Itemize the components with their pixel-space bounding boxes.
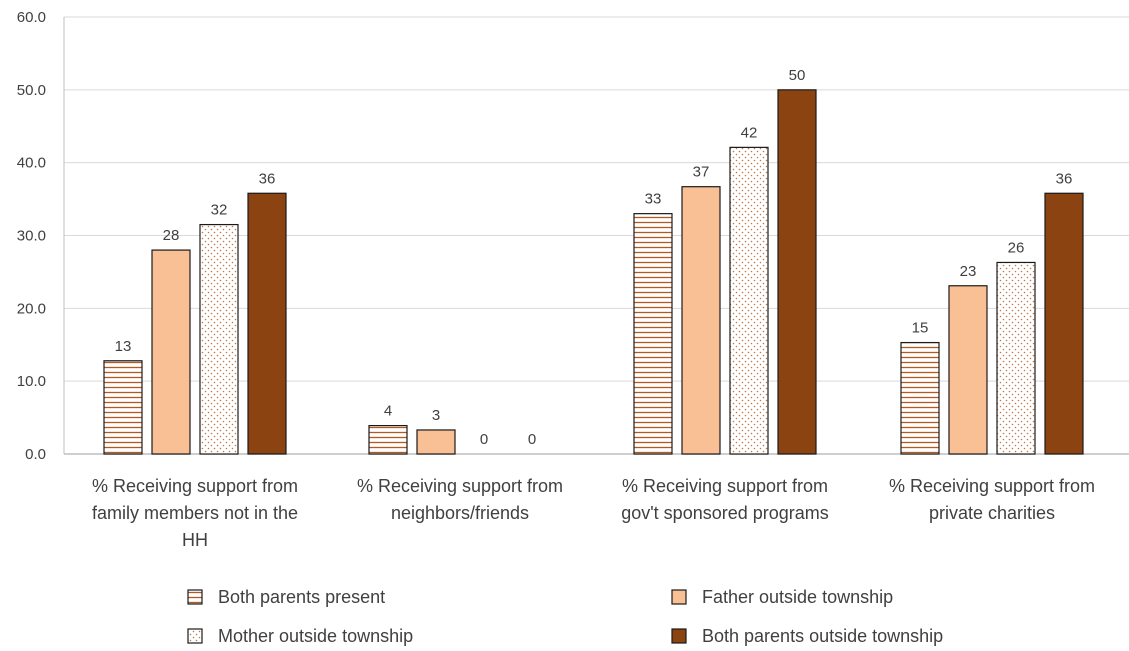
data-label: 28 — [163, 227, 180, 244]
data-label: 33 — [645, 191, 662, 208]
legend-swatch — [188, 590, 202, 604]
legend-item: Mother outside township — [188, 626, 413, 646]
x-category-label: % Receiving support from — [92, 476, 298, 496]
bar-mother-outside-township — [200, 225, 238, 454]
legend-swatch — [188, 629, 202, 643]
legend-item: Both parents outside township — [672, 626, 943, 646]
data-label: 26 — [1008, 239, 1025, 256]
data-label: 50 — [789, 67, 806, 84]
data-label: 13 — [115, 338, 132, 355]
bar-father-outside-township — [949, 286, 987, 454]
bar-both-parents-present — [901, 343, 939, 454]
data-label: 4 — [384, 403, 392, 420]
x-category-label: HH — [182, 530, 208, 550]
x-category-label: neighbors/friends — [391, 503, 529, 523]
data-label: 3 — [432, 407, 440, 424]
x-axis-categories: % Receiving support from family members n… — [92, 476, 1095, 550]
y-tick-label: 0.0 — [25, 446, 46, 463]
legend-label: Father outside township — [702, 587, 893, 607]
legend-label: Both parents outside township — [702, 626, 943, 646]
data-label: 23 — [960, 263, 977, 280]
legend-label: Both parents present — [218, 587, 385, 607]
x-category-label: % Receiving support from — [889, 476, 1095, 496]
data-label: 36 — [1056, 170, 1073, 187]
bars: 13 28 32 36 4 3 0 0 33 37 42 50 15 23 26 36 — [104, 67, 1083, 454]
bar-mother-outside-township — [997, 262, 1035, 454]
y-tick-label: 10.0 — [17, 373, 46, 390]
y-tick-label: 20.0 — [17, 300, 46, 317]
bar-both-parents-outside-township — [248, 193, 286, 454]
legend-swatch — [672, 590, 686, 604]
y-tick-label: 30.0 — [17, 228, 46, 245]
data-label: 15 — [912, 320, 929, 337]
x-category-label: private charities — [929, 503, 1055, 523]
data-label: 37 — [693, 164, 710, 181]
x-category-label: % Receiving support from — [622, 476, 828, 496]
bar-both-parents-outside-township — [778, 90, 816, 454]
data-label: 0 — [528, 431, 536, 448]
x-category-label: family members not in the — [92, 503, 298, 523]
bar-father-outside-township — [682, 187, 720, 454]
bar-mother-outside-township — [730, 147, 768, 454]
bar-father-outside-township — [417, 430, 455, 454]
x-category-label: % Receiving support from — [357, 476, 563, 496]
data-label: 32 — [211, 202, 228, 219]
legend-swatch — [672, 629, 686, 643]
bar-both-parents-present — [634, 214, 672, 454]
bar-both-parents-present — [369, 426, 407, 454]
y-tick-label: 40.0 — [17, 155, 46, 172]
y-tick-label: 50.0 — [17, 82, 46, 99]
bar-both-parents-outside-township — [1045, 193, 1083, 454]
data-label: 42 — [741, 124, 758, 141]
legend-label: Mother outside township — [218, 626, 413, 646]
data-label: 36 — [259, 170, 276, 187]
bar-father-outside-township — [152, 250, 190, 454]
x-category-label: gov't sponsored programs — [621, 503, 829, 523]
bar-both-parents-present — [104, 361, 142, 454]
legend: Both parents present Father outside towns… — [188, 587, 943, 646]
legend-item: Father outside township — [672, 587, 893, 607]
legend-item: Both parents present — [188, 587, 385, 607]
y-tick-label: 60.0 — [17, 9, 46, 26]
data-label: 0 — [480, 431, 488, 448]
